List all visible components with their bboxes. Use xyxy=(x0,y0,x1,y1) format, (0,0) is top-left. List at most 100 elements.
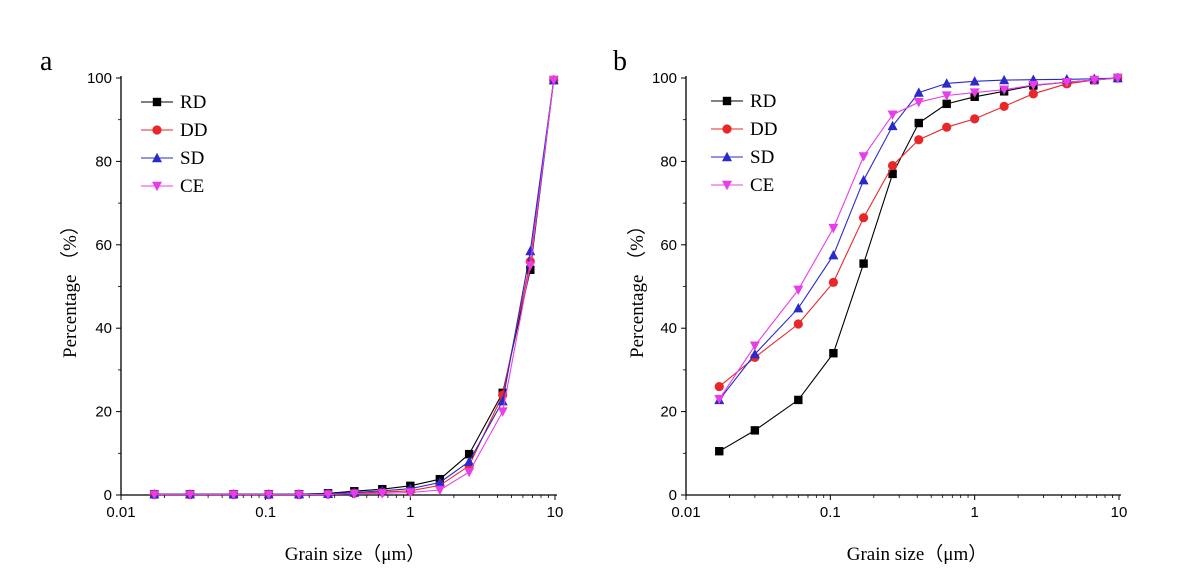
panel-a-y-axis-title: Percentage （%） xyxy=(59,216,81,358)
data-point-ce xyxy=(793,285,804,296)
data-point-sd xyxy=(969,76,980,86)
data-point-sd xyxy=(941,78,952,88)
data-point-ce xyxy=(464,467,475,478)
legend-label-ce: CE xyxy=(750,175,774,196)
panel-a-x-axis-title: Grain size（μm） xyxy=(285,543,426,565)
data-point-dd xyxy=(828,277,838,287)
y-tick-label: 100 xyxy=(652,70,677,87)
data-point-sd xyxy=(887,120,898,131)
data-point-dd xyxy=(970,114,980,124)
legend-item-rd: RD xyxy=(711,91,776,112)
data-point-ce xyxy=(377,489,388,499)
series-line-sd xyxy=(154,80,555,495)
data-point-sd xyxy=(464,456,475,466)
legend-item-dd: DD xyxy=(711,119,777,140)
x-tick-label: 1 xyxy=(406,504,414,521)
series-line-dd xyxy=(154,80,555,496)
legend-marker-sd xyxy=(722,151,732,162)
panel-b-x-axis-title: Grain size（μm） xyxy=(847,543,988,565)
legend-label-rd: RD xyxy=(750,91,776,112)
data-point-ce xyxy=(714,394,725,405)
panel-b-axes xyxy=(685,76,1121,496)
legend-item-ce: CE xyxy=(141,176,204,197)
data-point-ce xyxy=(405,488,416,498)
series-line-rd xyxy=(154,80,555,495)
y-tick-label: 80 xyxy=(95,153,112,170)
legend-marker-dd xyxy=(722,124,732,134)
legend-label-ce: CE xyxy=(180,176,204,197)
series-line-ce xyxy=(154,80,555,496)
legend-label-sd: SD xyxy=(180,148,204,169)
y-tick-label: 20 xyxy=(95,404,112,421)
legend-item-sd: SD xyxy=(141,148,204,169)
data-point-ce xyxy=(999,85,1010,95)
panel-a-series xyxy=(149,74,559,500)
data-point-sd xyxy=(828,250,839,260)
series-ce xyxy=(714,73,1123,405)
y-tick-label: 40 xyxy=(95,320,112,337)
data-point-ce xyxy=(294,490,305,500)
data-point-ce xyxy=(525,261,536,271)
data-point-ce xyxy=(434,485,445,496)
series-line-rd xyxy=(719,77,1118,452)
panel-b-letter: b xyxy=(613,46,627,77)
data-point-ce xyxy=(497,407,508,417)
legend-marker-sd xyxy=(152,152,162,163)
legend-item-rd: RD xyxy=(141,92,206,113)
legend-item-dd: DD xyxy=(141,120,207,141)
legend-marker-ce xyxy=(722,180,732,191)
data-point-ce xyxy=(1089,75,1100,86)
panel-a-legend: RD DD SD CE xyxy=(141,92,207,197)
data-point-rd xyxy=(464,449,474,459)
y-tick-label: 100 xyxy=(87,70,112,87)
y-tick-label: 0 xyxy=(669,487,677,504)
panel-a-letter: a xyxy=(40,46,53,77)
data-point-ce xyxy=(887,110,898,120)
data-point-ce xyxy=(1028,80,1039,91)
data-point-ce xyxy=(969,88,980,98)
legend-item-ce: CE xyxy=(711,175,774,196)
data-point-sd xyxy=(434,477,445,487)
data-point-rd xyxy=(942,99,951,109)
data-point-ce xyxy=(828,223,839,234)
data-point-rd xyxy=(888,169,897,179)
y-tick-label: 60 xyxy=(660,237,677,254)
data-point-ce xyxy=(263,490,274,500)
legend-marker-rd xyxy=(152,97,162,107)
data-point-dd xyxy=(914,135,924,145)
x-tick-label: 0.1 xyxy=(820,504,841,521)
data-point-ce xyxy=(323,490,334,500)
x-tick-label: 10 xyxy=(547,504,564,521)
x-tick-label: 0.01 xyxy=(106,504,135,521)
data-point-ce xyxy=(349,489,360,499)
data-point-rd xyxy=(914,118,923,128)
data-point-ce xyxy=(858,152,869,162)
data-point-ce xyxy=(1112,73,1123,84)
series-dd xyxy=(149,75,559,500)
data-point-rd xyxy=(750,426,760,435)
data-point-dd xyxy=(1028,89,1038,99)
data-point-dd xyxy=(793,319,803,329)
data-point-dd xyxy=(714,381,724,392)
x-tick-label: 0.1 xyxy=(255,504,276,521)
legend-marker-ce xyxy=(152,181,162,192)
y-tick-label: 20 xyxy=(660,404,677,421)
legend-marker-rd xyxy=(722,96,732,106)
series-rd xyxy=(150,75,558,499)
panel-b-legend: RD DD SD CE xyxy=(711,91,777,196)
data-point-sd xyxy=(749,348,760,359)
data-point-dd xyxy=(999,101,1009,111)
data-point-ce xyxy=(228,490,239,500)
data-point-ce xyxy=(185,490,196,500)
y-tick-label: 40 xyxy=(660,320,677,337)
data-point-sd xyxy=(858,174,869,185)
legend-item-sd: SD xyxy=(711,147,774,168)
data-point-ce xyxy=(1061,77,1072,88)
legend-label-rd: RD xyxy=(180,92,206,113)
panel-b-series xyxy=(714,72,1123,456)
legend-label-sd: SD xyxy=(750,147,774,168)
data-point-dd xyxy=(858,213,869,223)
data-point-sd xyxy=(913,87,924,97)
x-tick-label: 1 xyxy=(970,504,978,521)
